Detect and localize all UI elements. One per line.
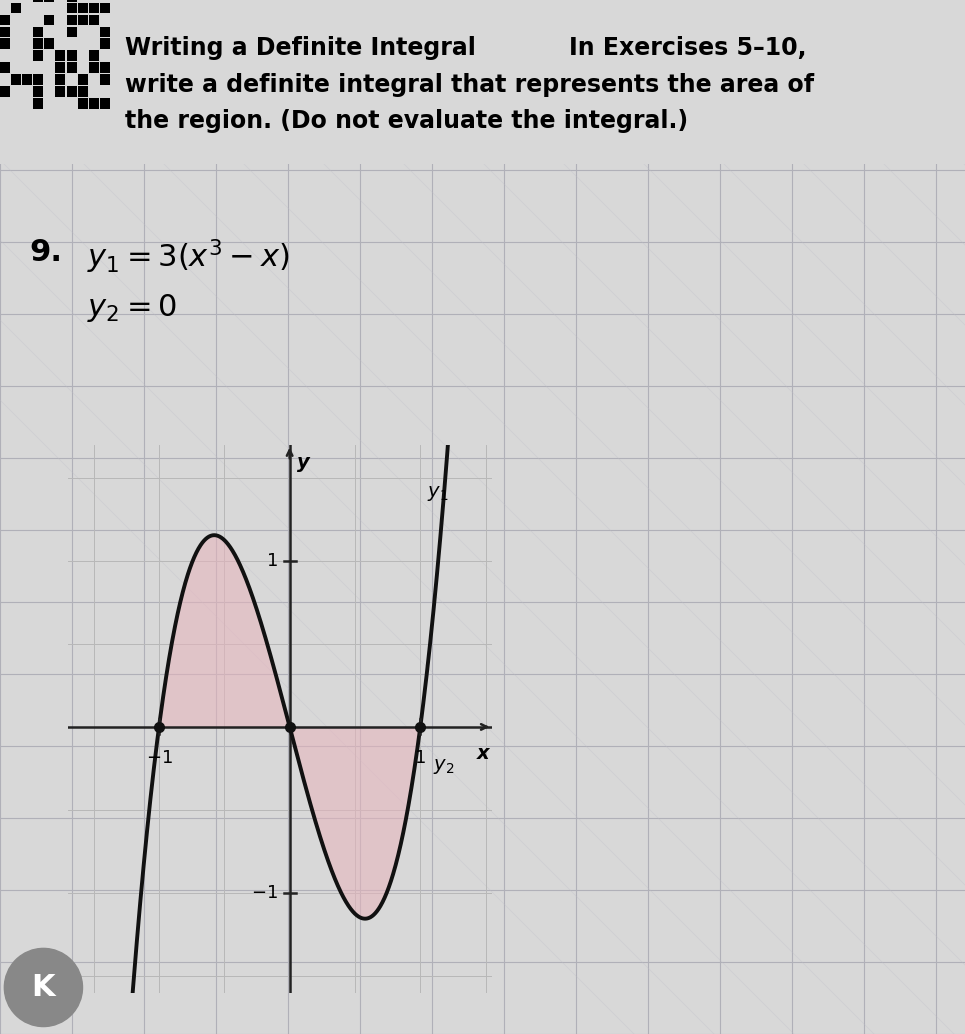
Text: $y_1 = 3(x^3 - x)$: $y_1 = 3(x^3 - x)$ xyxy=(87,238,290,276)
Text: y: y xyxy=(297,453,310,472)
Bar xyxy=(100,86,110,96)
Text: x: x xyxy=(477,743,489,762)
Bar xyxy=(0,14,10,26)
Text: $1$: $1$ xyxy=(266,552,278,570)
Bar xyxy=(33,86,43,96)
Bar xyxy=(33,51,43,61)
Bar xyxy=(89,86,98,96)
Bar xyxy=(33,0,43,2)
Bar xyxy=(100,27,110,37)
Bar xyxy=(22,27,32,37)
Circle shape xyxy=(5,948,82,1027)
Bar xyxy=(89,51,98,61)
Bar xyxy=(78,86,88,96)
Text: $1$: $1$ xyxy=(414,749,427,766)
Bar xyxy=(44,74,54,85)
Bar xyxy=(22,38,32,49)
Bar xyxy=(56,62,66,72)
Bar xyxy=(12,38,21,49)
Text: K: K xyxy=(32,973,55,1002)
Bar xyxy=(33,3,43,13)
Bar xyxy=(22,62,32,72)
Bar xyxy=(89,27,98,37)
Bar xyxy=(44,0,54,2)
Bar xyxy=(44,51,54,61)
Text: 9.: 9. xyxy=(29,238,62,267)
Bar xyxy=(0,27,10,37)
Bar xyxy=(0,0,10,2)
Bar xyxy=(67,27,76,37)
Bar xyxy=(67,86,76,96)
Text: $y_1$: $y_1$ xyxy=(427,484,448,503)
Text: the region. (Do not evaluate the integral.): the region. (Do not evaluate the integra… xyxy=(125,109,689,132)
Bar xyxy=(22,74,32,85)
Bar xyxy=(78,0,88,2)
Bar xyxy=(44,86,54,96)
Bar xyxy=(56,3,66,13)
Bar xyxy=(0,86,10,96)
Bar xyxy=(67,3,76,13)
Text: $y_2$: $y_2$ xyxy=(433,757,455,776)
Bar xyxy=(44,3,54,13)
Bar xyxy=(0,51,10,61)
Bar xyxy=(78,38,88,49)
Bar xyxy=(67,98,76,109)
Text: $-1$: $-1$ xyxy=(146,749,173,766)
Text: In Exercises 5–10,: In Exercises 5–10, xyxy=(569,36,807,60)
Bar xyxy=(56,14,66,26)
Bar xyxy=(0,38,10,49)
Bar xyxy=(44,27,54,37)
Text: Writing a Definite Integral: Writing a Definite Integral xyxy=(125,36,477,60)
Bar xyxy=(78,98,88,109)
Bar xyxy=(100,62,110,72)
Bar xyxy=(100,3,110,13)
Bar xyxy=(33,38,43,49)
Bar xyxy=(78,51,88,61)
Bar xyxy=(33,14,43,26)
Bar xyxy=(56,74,66,85)
Bar xyxy=(67,74,76,85)
Text: write a definite integral that represents the area of: write a definite integral that represent… xyxy=(125,73,814,97)
Text: $y_2 = 0$: $y_2 = 0$ xyxy=(87,292,177,324)
Bar xyxy=(22,86,32,96)
Bar xyxy=(12,62,21,72)
Bar xyxy=(100,74,110,85)
Bar xyxy=(89,0,98,2)
Bar xyxy=(67,0,76,2)
Bar xyxy=(78,74,88,85)
Bar xyxy=(33,74,43,85)
Bar xyxy=(56,98,66,109)
FancyBboxPatch shape xyxy=(0,0,965,164)
Text: $-1$: $-1$ xyxy=(251,884,278,902)
